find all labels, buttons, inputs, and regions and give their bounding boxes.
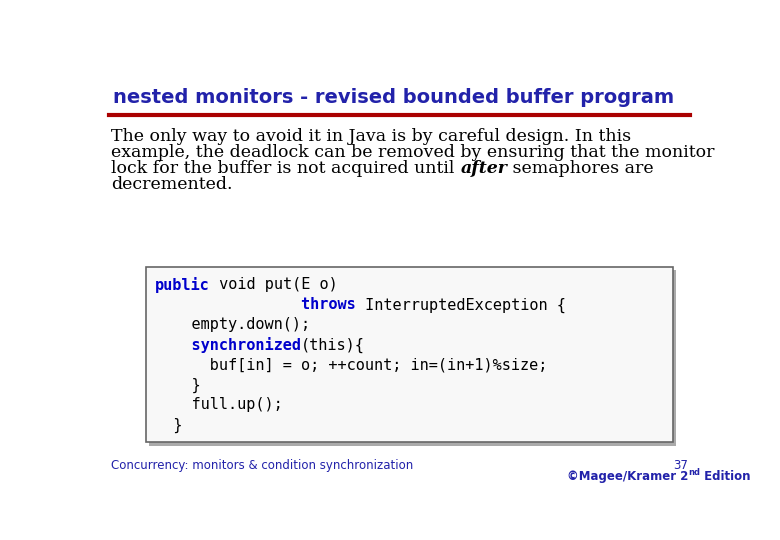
FancyBboxPatch shape — [146, 267, 672, 442]
Text: after: after — [460, 160, 507, 177]
Text: lock for the buffer is not acquired until: lock for the buffer is not acquired unti… — [112, 160, 460, 177]
FancyBboxPatch shape — [150, 271, 676, 446]
Text: public: public — [155, 278, 210, 293]
Text: ©Magee/Kramer 2: ©Magee/Kramer 2 — [567, 470, 688, 483]
Text: 37: 37 — [673, 459, 688, 472]
Text: Concurrency: monitors & condition synchronization: Concurrency: monitors & condition synchr… — [112, 459, 413, 472]
Text: (this){: (this){ — [301, 338, 365, 353]
Text: synchronized: synchronized — [155, 338, 301, 353]
Text: empty.down();: empty.down(); — [155, 318, 310, 332]
Text: InterruptedException {: InterruptedException { — [356, 298, 566, 313]
Text: nested monitors - revised bounded buffer program: nested monitors - revised bounded buffer… — [113, 88, 674, 107]
Text: semaphores are: semaphores are — [507, 160, 654, 177]
Text: }: } — [155, 417, 183, 433]
Text: decremented.: decremented. — [112, 177, 233, 193]
Text: example, the deadlock can be removed by ensuring that the monitor: example, the deadlock can be removed by … — [112, 144, 715, 161]
Text: Edition: Edition — [700, 470, 750, 483]
Text: nd: nd — [688, 468, 700, 476]
Text: }: } — [155, 377, 200, 393]
Text: The only way to avoid it in Java is by careful design. In this: The only way to avoid it in Java is by c… — [112, 128, 632, 145]
Text: void put(E o): void put(E o) — [210, 278, 338, 292]
Text: full.up();: full.up(); — [155, 397, 282, 413]
Text: buf[in] = o; ++count; in=(in+1)%size;: buf[in] = o; ++count; in=(in+1)%size; — [155, 357, 548, 373]
Text: throws: throws — [155, 298, 356, 312]
